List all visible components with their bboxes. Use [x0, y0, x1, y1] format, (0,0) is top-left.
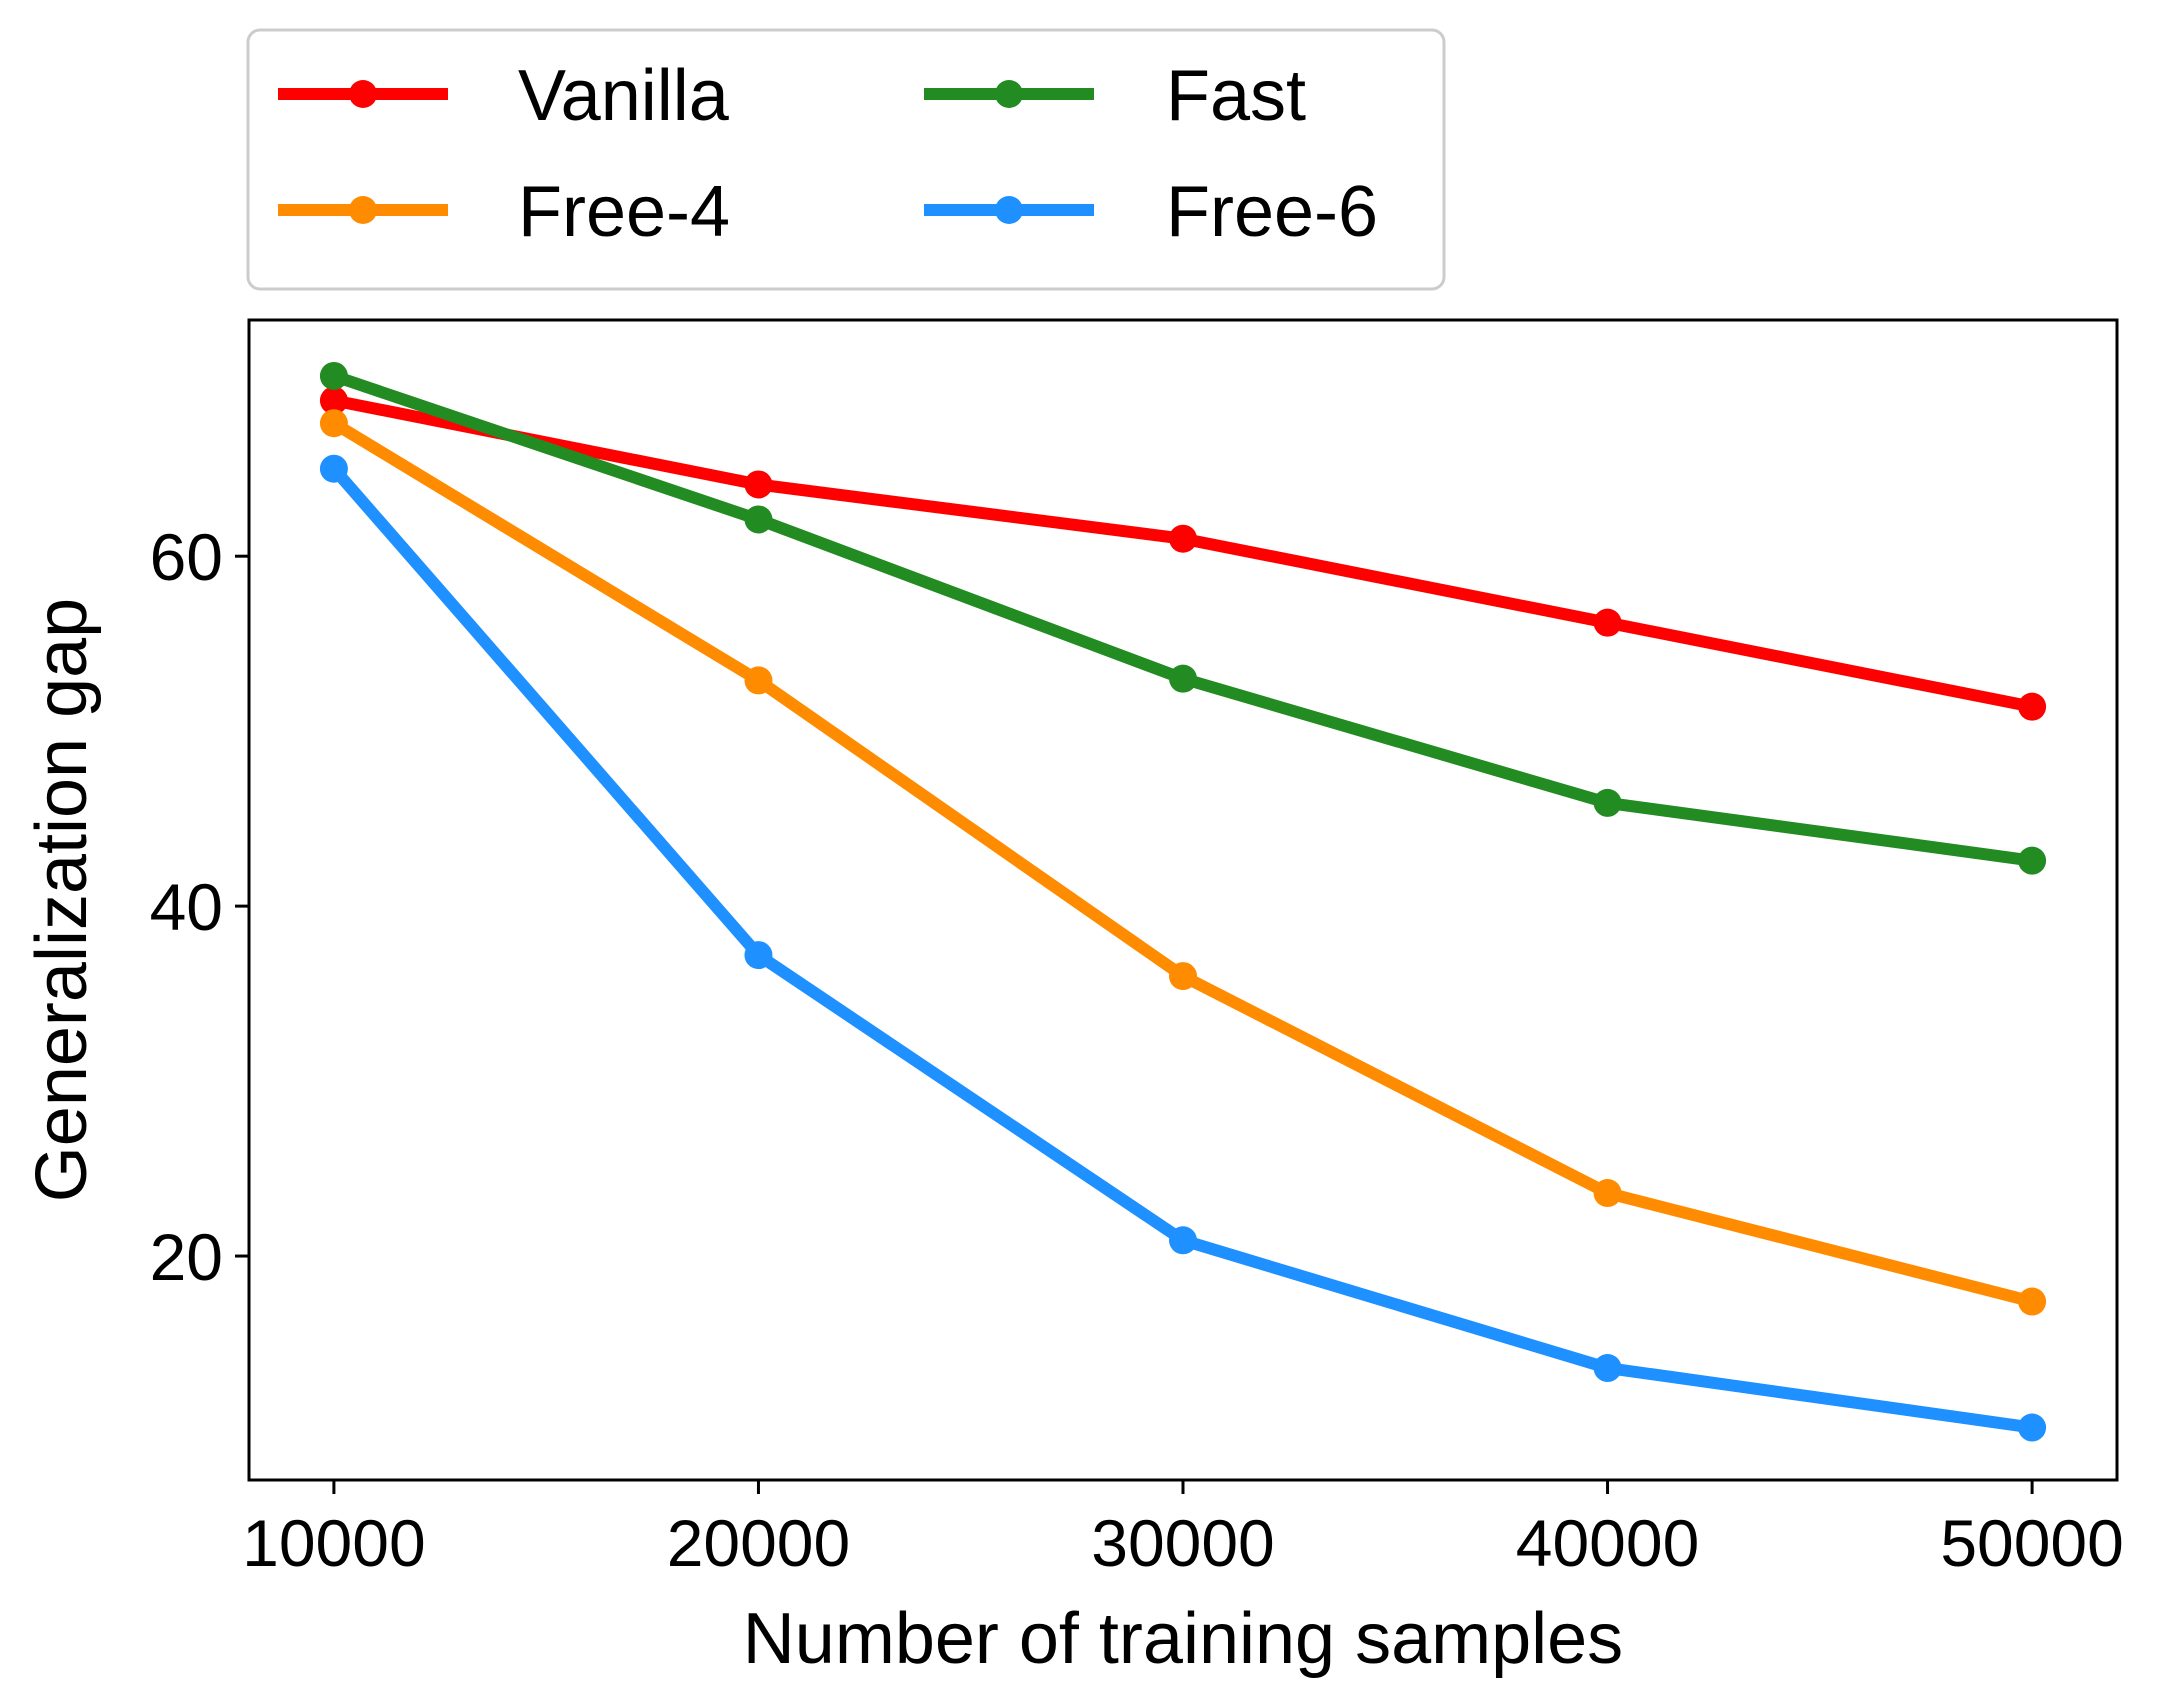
point-free-4-10000: [319, 409, 348, 438]
x-tick-label-10000: 10000: [242, 1506, 426, 1580]
y-tick-label-60: 60: [150, 520, 223, 594]
point-fast-20000: [744, 505, 773, 534]
legend-label-fast: Fast: [1166, 56, 1306, 136]
y-axis-label: Generalization gap: [22, 598, 102, 1202]
series-line-free-4: [330, 418, 2034, 1308]
series-line-vanilla: [332, 394, 2034, 713]
legend-entry-free-6: Free-6: [924, 172, 1378, 252]
point-vanilla-10000: [319, 386, 348, 415]
point-fast-40000: [1593, 788, 1622, 817]
y-tick-label-40: 40: [150, 870, 223, 944]
legend-label-vanilla: Vanilla: [518, 56, 730, 136]
series-free-6: [319, 454, 2047, 1442]
point-free-4-20000: [744, 666, 773, 695]
plot-area: 10000 20000 30000 40000 50000 20 40 60: [150, 318, 2124, 1580]
point-free-4-40000: [1593, 1179, 1622, 1208]
legend-frame: [246, 28, 1446, 291]
series-vanilla: [319, 386, 2047, 721]
series-free-4: [319, 409, 2047, 1316]
point-vanilla-30000: [1169, 524, 1197, 553]
point-vanilla-50000: [2018, 692, 2047, 721]
point-free-6-50000: [2018, 1413, 2047, 1442]
point-free-4-50000: [2018, 1287, 2047, 1316]
point-free-6-40000: [1593, 1354, 1622, 1383]
legend-entry-vanilla: Vanilla: [278, 56, 730, 136]
x-axis-label: Number of training samples: [743, 1599, 1623, 1679]
series-line-free-6: [329, 464, 2033, 1434]
point-free-6-30000: [1169, 1226, 1197, 1255]
legend-label-free-4: Free-4: [518, 172, 730, 252]
legend-marker-vanilla: [349, 80, 377, 108]
point-free-6-20000: [744, 941, 773, 970]
x-axis-ticks: 10000 20000 30000 40000 50000: [242, 1480, 2124, 1580]
series-layer: [319, 361, 2047, 1442]
point-fast-10000: [319, 361, 348, 390]
y-tick-label-20: 20: [150, 1220, 223, 1294]
x-tick-label-20000: 20000: [667, 1506, 851, 1580]
legend-label-free-6: Free-6: [1166, 172, 1378, 252]
point-free-6-10000: [319, 454, 348, 483]
legend-marker-free-6: [995, 196, 1023, 224]
point-fast-30000: [1169, 664, 1197, 693]
series-fast: [319, 361, 2047, 875]
x-tick-label-50000: 50000: [1940, 1506, 2124, 1580]
x-tick-label-40000: 40000: [1516, 1506, 1700, 1580]
legend-entry-fast: Fast: [924, 56, 1306, 136]
axes-frame: [247, 318, 2119, 1482]
x-tick-label-30000: 30000: [1091, 1506, 1275, 1580]
legend-marker-free-4: [349, 196, 377, 224]
legend-entry-free-4: Free-4: [278, 172, 730, 252]
point-free-4-30000: [1169, 962, 1197, 991]
point-fast-50000: [2018, 846, 2047, 875]
point-vanilla-40000: [1593, 608, 1622, 637]
legend: Vanilla Fast Free-4 Free-6: [246, 28, 1446, 291]
legend-marker-fast: [995, 80, 1023, 108]
point-vanilla-20000: [744, 470, 773, 499]
y-axis-ticks: 20 40 60: [150, 520, 249, 1294]
